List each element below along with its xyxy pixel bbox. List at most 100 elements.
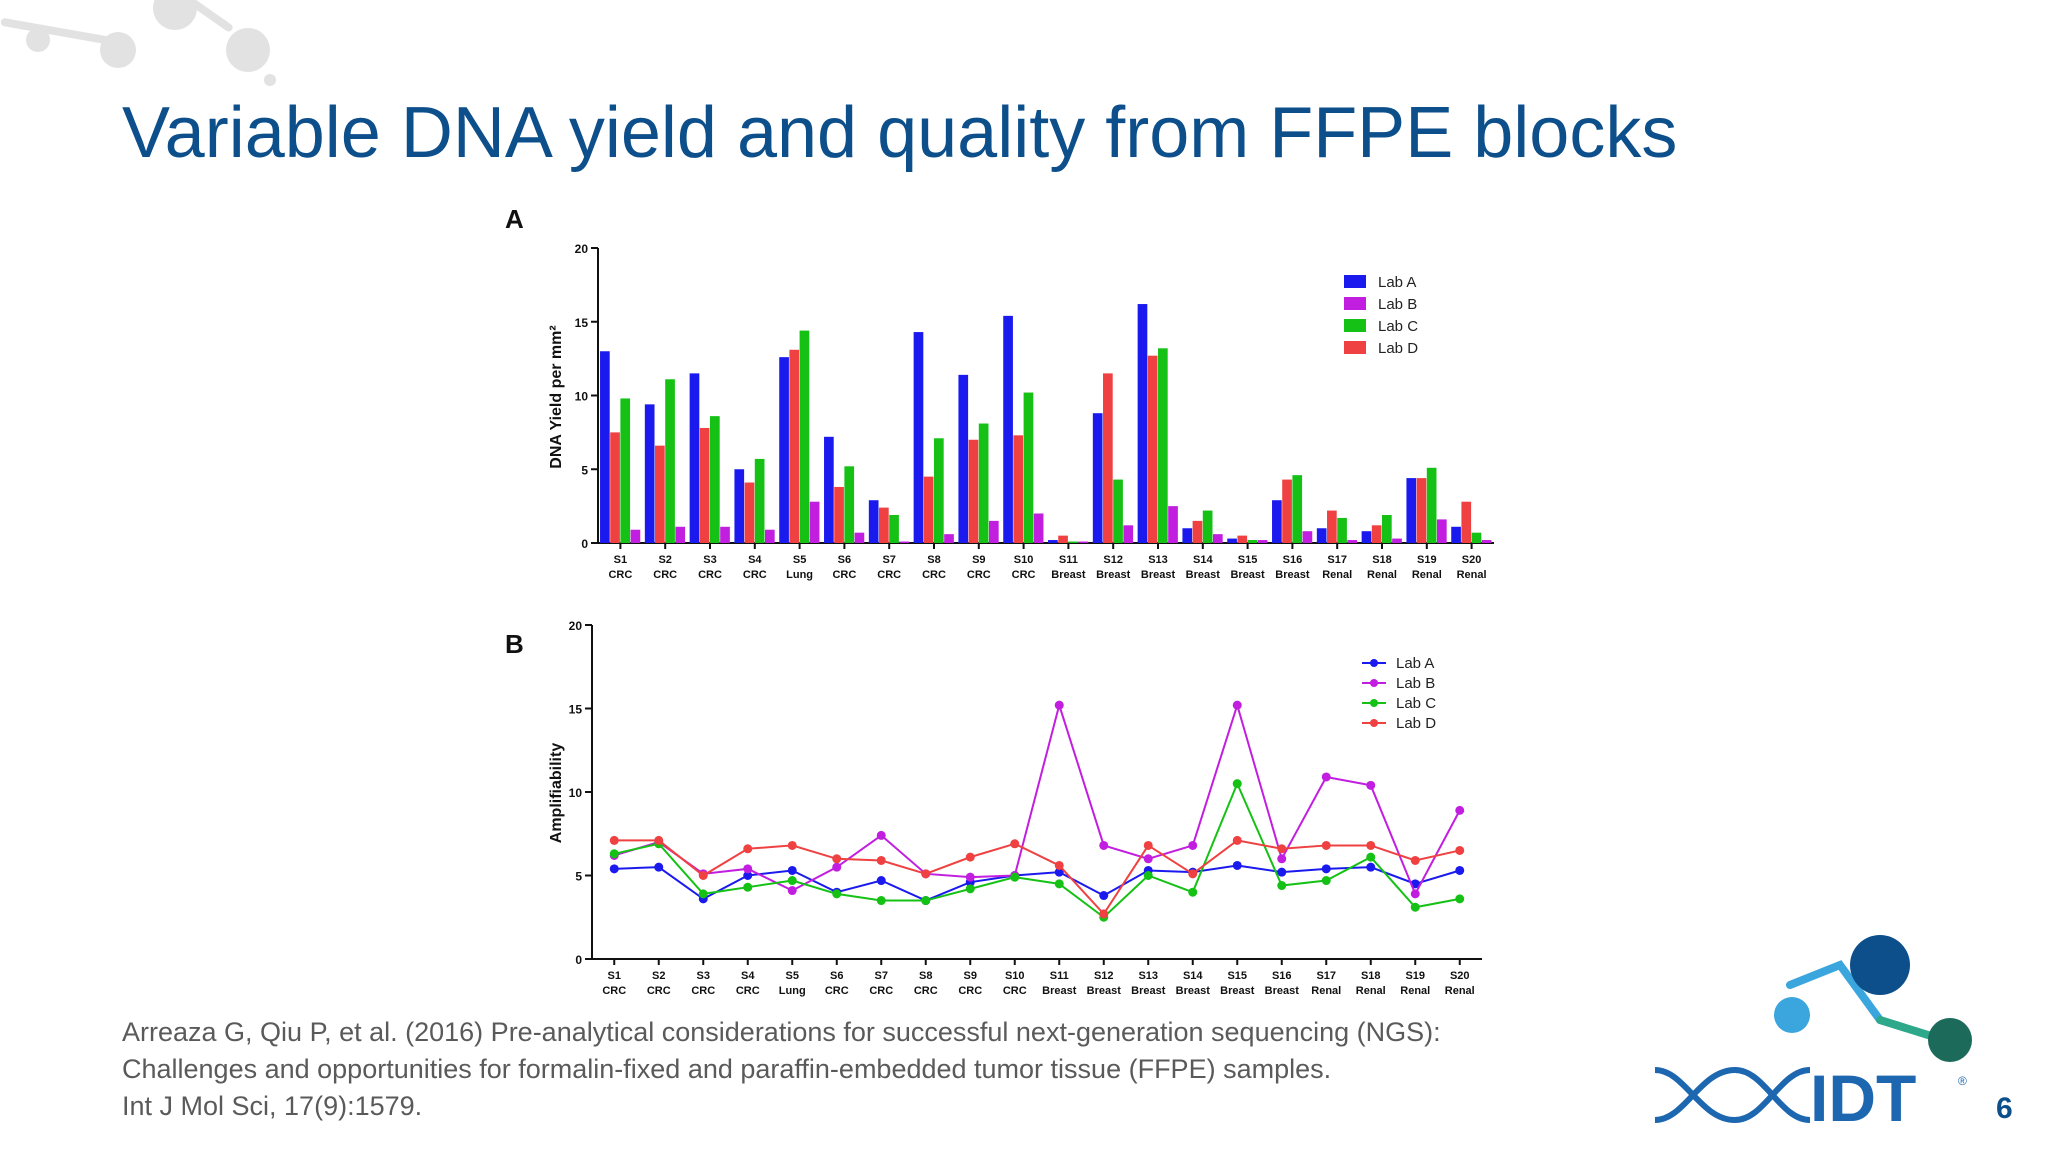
point-lab-a-s17 xyxy=(1321,864,1331,874)
bar-lab-c-s11 xyxy=(1068,541,1079,543)
point-lab-b-s15 xyxy=(1232,700,1242,710)
bar-lab-c-s18 xyxy=(1382,514,1392,543)
x-tick-sublabel: Breast xyxy=(1186,569,1221,581)
x-tick-label: S19 xyxy=(1417,554,1437,566)
bar-lab-d-s6 xyxy=(834,486,844,543)
x-tick-label: S4 xyxy=(748,554,762,566)
panel-a-y-axis-label: DNA Yield per mm² xyxy=(548,325,565,468)
bar-lab-d-s10 xyxy=(1013,435,1024,543)
x-tick-sublabel: Renal xyxy=(1400,985,1430,997)
x-tick-sublabel: CRC xyxy=(608,569,632,581)
panel-a-label: A xyxy=(505,204,524,234)
bar-lab-b-s20 xyxy=(1481,540,1492,543)
x-tick-label: S16 xyxy=(1283,554,1303,566)
bar-lab-d-s1 xyxy=(610,432,620,543)
x-tick-sublabel: CRC xyxy=(653,569,677,581)
bar-lab-c-s17 xyxy=(1337,517,1347,543)
x-tick-sublabel: Renal xyxy=(1311,985,1341,997)
point-lab-a-s16 xyxy=(1277,867,1287,877)
bar-lab-a-s16 xyxy=(1272,500,1282,543)
bar-lab-c-s16 xyxy=(1292,475,1303,543)
page-number: 6 xyxy=(1996,1092,2013,1125)
x-tick-sublabel: CRC xyxy=(743,569,767,581)
bar-lab-d-s20 xyxy=(1461,501,1472,543)
point-lab-b-s14 xyxy=(1188,840,1198,850)
x-tick-label: S19 xyxy=(1405,970,1425,982)
x-tick-label: S5 xyxy=(786,970,799,982)
point-lab-b-s9 xyxy=(965,872,975,882)
point-lab-d-s16 xyxy=(1277,844,1287,854)
legend-swatch xyxy=(1344,275,1366,288)
y-tick-label: 15 xyxy=(569,703,583,717)
bar-lab-a-s15 xyxy=(1227,538,1237,543)
x-tick-sublabel: Breast xyxy=(1275,569,1310,581)
x-tick-sublabel: Lung xyxy=(779,985,806,997)
point-lab-d-s1 xyxy=(609,835,619,845)
x-tick-label: S14 xyxy=(1183,970,1203,982)
logo-dot-dark xyxy=(1850,935,1910,995)
x-tick-sublabel: Breast xyxy=(1087,985,1122,997)
point-lab-b-s16 xyxy=(1277,854,1287,864)
x-tick-label: S6 xyxy=(830,970,843,982)
x-tick-label: S16 xyxy=(1272,970,1292,982)
y-tick-label: 20 xyxy=(575,242,589,256)
y-tick-label: 10 xyxy=(575,390,589,404)
bar-lab-d-s14 xyxy=(1192,520,1203,543)
x-tick-label: S3 xyxy=(697,970,710,982)
point-lab-d-s5 xyxy=(787,840,797,850)
legend-swatch xyxy=(1344,319,1366,332)
legend-label: Lab B xyxy=(1396,675,1435,692)
bar-lab-b-s12 xyxy=(1123,525,1134,543)
point-lab-d-s4 xyxy=(743,844,753,854)
point-lab-b-s7 xyxy=(876,830,886,840)
point-lab-b-s18 xyxy=(1366,780,1376,790)
y-tick-label: 0 xyxy=(575,953,582,967)
point-lab-d-s8 xyxy=(921,869,931,879)
point-lab-d-s7 xyxy=(876,855,886,865)
x-tick-label: S3 xyxy=(703,554,716,566)
bar-lab-d-s8 xyxy=(923,476,934,543)
point-lab-c-s5 xyxy=(787,876,797,886)
x-tick-sublabel: Breast xyxy=(1230,569,1265,581)
bar-lab-d-s16 xyxy=(1282,479,1292,543)
bar-lab-d-s3 xyxy=(699,427,710,543)
bar-lab-d-s7 xyxy=(879,507,889,543)
x-tick-sublabel: Renal xyxy=(1356,985,1386,997)
point-lab-d-s11 xyxy=(1054,860,1064,870)
molecule-decoration xyxy=(0,0,276,86)
bar-lab-c-s20 xyxy=(1471,532,1482,543)
logo-dot-light xyxy=(1774,997,1810,1033)
x-tick-sublabel: CRC xyxy=(958,985,982,997)
citation-line-3: Int J Mol Sci, 17(9):1579. xyxy=(122,1091,423,1121)
point-lab-a-s11 xyxy=(1054,867,1064,877)
bar-lab-a-s6 xyxy=(824,436,834,543)
bar-lab-c-s19 xyxy=(1426,467,1437,543)
legend-marker xyxy=(1370,679,1378,687)
x-tick-label: S15 xyxy=(1238,554,1258,566)
point-lab-c-s15 xyxy=(1232,779,1242,789)
bar-lab-a-s1 xyxy=(600,351,610,543)
bar-lab-d-s11 xyxy=(1058,535,1068,543)
x-tick-label: S20 xyxy=(1450,970,1470,982)
bar-lab-d-s12 xyxy=(1103,373,1113,543)
bar-lab-c-s7 xyxy=(889,514,899,543)
bar-lab-d-s19 xyxy=(1416,478,1427,543)
x-tick-sublabel: Breast xyxy=(1131,985,1166,997)
point-lab-b-s19 xyxy=(1410,889,1420,899)
panel-b-y-axis-label: Amplifiability xyxy=(548,743,565,844)
point-lab-d-s13 xyxy=(1143,840,1153,850)
bar-lab-b-s3 xyxy=(720,526,730,543)
bar-lab-c-s1 xyxy=(620,398,631,543)
x-tick-label: S18 xyxy=(1372,554,1392,566)
x-tick-label: S13 xyxy=(1138,970,1158,982)
bar-lab-d-s2 xyxy=(655,445,665,543)
point-lab-c-s7 xyxy=(876,896,886,906)
bar-lab-c-s2 xyxy=(665,379,675,543)
series-line-lab-a xyxy=(614,864,1461,902)
y-tick-label: 5 xyxy=(575,870,582,884)
x-tick-label: S8 xyxy=(919,970,932,982)
x-tick-label: S15 xyxy=(1227,970,1247,982)
x-tick-sublabel: CRC xyxy=(602,985,626,997)
x-tick-label: S18 xyxy=(1361,970,1381,982)
bar-lab-d-s18 xyxy=(1371,525,1382,543)
